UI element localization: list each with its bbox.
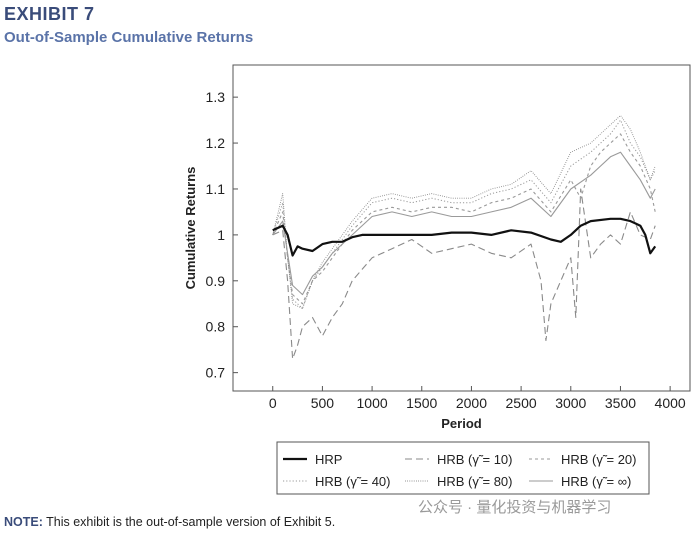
series-line-4 [272, 115, 656, 309]
note-text: This exhibit is the out-of-sample versio… [46, 515, 336, 529]
y-tick-label: 0.9 [206, 273, 226, 289]
note-label: NOTE: [4, 515, 43, 529]
legend-label-0: HRP [315, 452, 342, 467]
x-tick-label: 3500 [605, 395, 636, 411]
x-tick-label: 500 [311, 395, 335, 411]
legend-label-2: HRB (γ̃ = 20) [561, 452, 637, 467]
legend-label-5: HRB (γ̃ = ∞) [561, 474, 631, 489]
y-tick-label: 0.7 [206, 365, 226, 381]
y-axis-label: Cumulative Returns [183, 167, 198, 290]
series-line-3 [272, 119, 656, 309]
y-tick-label: 1.3 [206, 89, 226, 105]
legend-box [276, 441, 650, 495]
plot-area [232, 64, 691, 392]
x-tick-label: 2500 [506, 395, 537, 411]
x-tick-label: 3000 [555, 395, 586, 411]
watermark-text: 公众号 · 量化投资与机器学习 [418, 499, 612, 516]
series-line-2 [272, 133, 656, 305]
series-line-0 [272, 217, 657, 257]
y-tick-label: 0.8 [206, 319, 226, 335]
legend-label-1: HRB (γ̃ = 10) [437, 452, 513, 467]
x-tick-label: 1000 [357, 395, 388, 411]
series-line-1 [272, 188, 656, 360]
legend-label-3: HRB (γ̃ = 40) [315, 474, 391, 489]
x-tick-label: 1500 [406, 395, 437, 411]
legend-label-4: HRB (γ̃ = 80) [437, 474, 513, 489]
exhibit-number: EXHIBIT 7 [4, 4, 95, 24]
x-tick-label: 0 [269, 395, 277, 411]
y-tick-label: 1.1 [206, 181, 226, 197]
y-tick-label: 1.2 [206, 135, 226, 151]
chart-title: Out-of-Sample Cumulative Returns [4, 29, 254, 46]
footnote: NOTE: This exhibit is the out-of-sample … [4, 515, 335, 529]
x-tick-label: 2000 [456, 395, 487, 411]
series-line-5 [272, 151, 656, 296]
y-tick-label: 1 [217, 227, 225, 243]
x-tick-label: 4000 [655, 395, 686, 411]
x-axis-label: Period [441, 416, 482, 431]
